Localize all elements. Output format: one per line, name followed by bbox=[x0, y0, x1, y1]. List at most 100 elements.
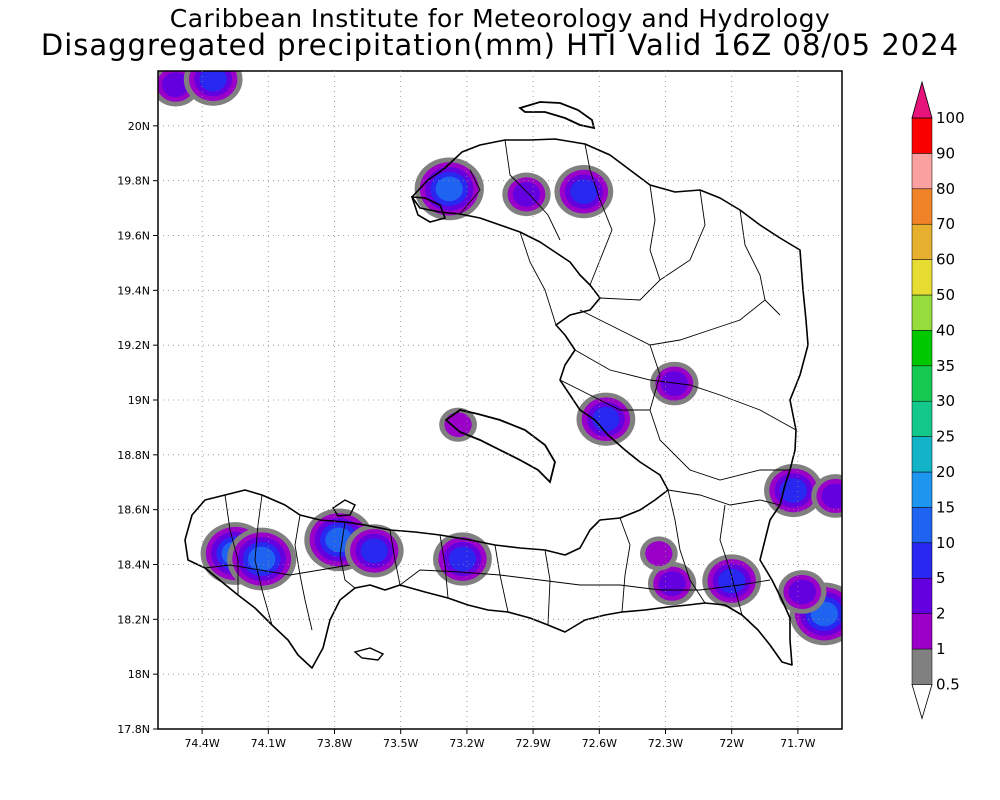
precip-cell bbox=[502, 172, 551, 217]
precip-contour bbox=[570, 179, 598, 204]
legend-swatch bbox=[911, 436, 933, 473]
legend-swatch bbox=[911, 507, 933, 544]
lat-tick-label: 19.8N bbox=[117, 175, 150, 188]
precip-contour bbox=[718, 568, 746, 594]
legend-swatch bbox=[911, 223, 933, 260]
tortuga-island bbox=[518, 101, 596, 130]
legend-label: 0.5 bbox=[936, 675, 960, 693]
lon-tick-label: 72.6W bbox=[582, 737, 617, 750]
precip-contour bbox=[645, 541, 673, 566]
lon-tick-label: 73.5W bbox=[383, 737, 418, 750]
precip-contour bbox=[779, 478, 808, 503]
precip-cell bbox=[811, 474, 842, 518]
legend-label: 25 bbox=[936, 428, 955, 446]
legend-label: 15 bbox=[936, 498, 955, 516]
lat-tick-label: 18.6N bbox=[117, 504, 150, 517]
cayemites-island bbox=[332, 499, 356, 517]
legend-swatch bbox=[911, 471, 933, 508]
legend-swatch bbox=[911, 648, 933, 685]
legend-swatch bbox=[911, 294, 933, 331]
precip-cell bbox=[639, 536, 678, 571]
northwest-peninsula-tip bbox=[410, 196, 447, 223]
lon-tick-label: 74.4W bbox=[184, 737, 219, 750]
precip-cell bbox=[344, 524, 404, 578]
precip-contour bbox=[660, 371, 688, 396]
lat-tick-label: 19.2N bbox=[117, 339, 150, 352]
precip-cell bbox=[554, 165, 614, 219]
precip-cell bbox=[778, 570, 827, 614]
legend-swatch bbox=[911, 542, 933, 579]
lat-tick-label: 18.2N bbox=[117, 613, 150, 626]
lat-tick-label: 20N bbox=[128, 120, 150, 133]
internal-boundaries bbox=[204, 139, 797, 631]
legend-label: 2 bbox=[936, 605, 946, 623]
precip-cell bbox=[764, 463, 823, 518]
legend-bottom-arrow bbox=[911, 684, 933, 720]
lon-tick-label: 74.1W bbox=[251, 737, 286, 750]
precipitation-layer bbox=[158, 71, 842, 646]
legend-swatch bbox=[911, 117, 933, 154]
precip-cell bbox=[650, 361, 699, 406]
chart-title: Caribbean Institute for Meteorology and … bbox=[169, 4, 831, 33]
legend-label: 80 bbox=[936, 180, 955, 198]
lon-tick-label: 71.7W bbox=[780, 737, 815, 750]
legend-swatch bbox=[911, 365, 933, 402]
precip-contour bbox=[162, 72, 190, 98]
precip-cell bbox=[183, 71, 243, 106]
legend-swatch bbox=[911, 153, 933, 190]
precip-contour bbox=[360, 538, 388, 564]
precip-contour bbox=[444, 412, 472, 438]
legend-swatch bbox=[911, 259, 933, 296]
legend-swatch bbox=[911, 613, 933, 650]
precip-cell bbox=[439, 407, 477, 442]
lat-tick-label: 19.4N bbox=[117, 284, 150, 297]
precip-cell bbox=[647, 561, 697, 606]
axes: 74.4W 74.1W 73.8W 73.5W 73.2W 72.9W 72.6W 72.3W… bbox=[117, 71, 842, 750]
precip-contour bbox=[592, 406, 620, 432]
precip-contour bbox=[448, 546, 477, 572]
precip-contour bbox=[248, 546, 276, 572]
legend-swatch bbox=[911, 400, 933, 437]
precip-contour bbox=[199, 71, 227, 92]
legend-label: 70 bbox=[936, 215, 955, 233]
legend-label: 35 bbox=[936, 357, 955, 375]
legend-swatch bbox=[911, 577, 933, 614]
lon-tick-label: 72.9W bbox=[515, 737, 550, 750]
legend-label: 5 bbox=[936, 569, 946, 587]
lon-tick-label: 72.3W bbox=[648, 737, 683, 750]
haiti-mainland-outline bbox=[184, 138, 809, 669]
lat-tick-label: 18.4N bbox=[117, 559, 150, 572]
gonave-island bbox=[444, 409, 556, 484]
legend-label: 60 bbox=[936, 251, 955, 269]
legend-label: 40 bbox=[936, 321, 955, 339]
lat-tick-label: 19N bbox=[128, 394, 150, 407]
legend-top-arrow bbox=[911, 80, 933, 119]
lon-tick-label: 73.2W bbox=[449, 737, 484, 750]
plot-frame bbox=[157, 70, 843, 730]
precip-cell bbox=[702, 554, 762, 608]
legend-swatch bbox=[911, 188, 933, 225]
vache-island bbox=[353, 647, 385, 661]
lon-tick-label: 72W bbox=[719, 737, 744, 750]
lat-tick-label: 19.6N bbox=[117, 230, 150, 243]
chart-subtitle: Disaggregated precipitation(mm) HTI Vali… bbox=[40, 28, 960, 62]
precip-contour bbox=[821, 483, 842, 509]
legend-label: 50 bbox=[936, 286, 955, 304]
precip-cell bbox=[576, 392, 636, 446]
precip-contour bbox=[435, 176, 463, 202]
lat-tick-label: 17.8N bbox=[117, 723, 150, 736]
coastline-layer bbox=[184, 101, 809, 669]
legend-label: 100 bbox=[936, 109, 965, 127]
precip-contour bbox=[658, 571, 686, 597]
legend-label: 20 bbox=[936, 463, 955, 481]
lat-tick-label: 18.8N bbox=[117, 449, 150, 462]
lon-tick-label: 73.8W bbox=[317, 737, 352, 750]
legend-label: 10 bbox=[936, 534, 955, 552]
precip-cell bbox=[433, 532, 492, 586]
legend-label: 30 bbox=[936, 392, 955, 410]
precip-contour bbox=[512, 182, 541, 207]
precip-cell bbox=[414, 157, 484, 221]
legend-label: 1 bbox=[936, 640, 946, 658]
